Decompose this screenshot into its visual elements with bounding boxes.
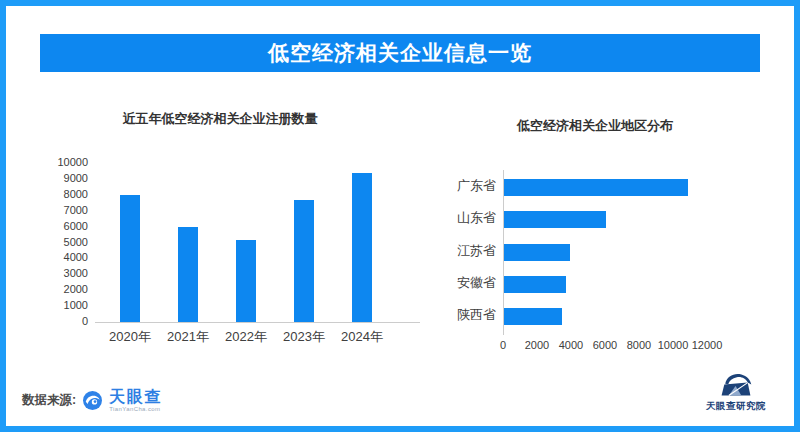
right-chart-category-label: 广东省 bbox=[434, 179, 496, 194]
right-chart-category-label: 江苏省 bbox=[434, 244, 496, 259]
left-chart-ytick-label: 1000 bbox=[34, 299, 88, 312]
left-chart-bar bbox=[120, 195, 140, 322]
left-chart-bar bbox=[236, 240, 256, 322]
left-chart-category-label: 2020年 bbox=[100, 330, 160, 345]
institute-logo: 天眼查研究院 bbox=[699, 372, 773, 413]
right-chart-bar bbox=[504, 179, 688, 196]
left-chart-ytick-label: 5000 bbox=[34, 236, 88, 249]
infographic-page: 低空经济相关企业信息一览 近五年低空经济相关企业注册数量 低空经济相关企业地区分… bbox=[0, 0, 800, 432]
right-chart-category-label: 山东省 bbox=[434, 211, 496, 226]
tianyancha-logo: 天眼查 TianYanCha.com bbox=[109, 389, 162, 412]
right-chart-bar bbox=[504, 211, 606, 228]
left-chart-category-label: 2021年 bbox=[158, 330, 218, 345]
tianyancha-logo-subtext: TianYanCha.com bbox=[109, 406, 162, 412]
data-source: 数据来源: 天眼查 TianYanCha.com bbox=[22, 389, 162, 412]
left-chart-ytick-label: 3000 bbox=[34, 267, 88, 280]
data-source-label: 数据来源: bbox=[22, 392, 76, 409]
institute-logo-icon bbox=[718, 372, 754, 399]
left-chart-bar bbox=[352, 173, 372, 322]
right-chart-bar bbox=[504, 276, 566, 293]
left-chart-category-label: 2022年 bbox=[216, 330, 276, 345]
tianyancha-logo-text: 天眼查 bbox=[109, 389, 162, 405]
left-chart-bar bbox=[294, 200, 314, 322]
right-chart-category-label: 陕西省 bbox=[434, 308, 496, 323]
institute-logo-text: 天眼查研究院 bbox=[706, 400, 766, 413]
tianyancha-logo-icon bbox=[83, 391, 102, 410]
right-chart-bar bbox=[504, 308, 562, 325]
left-chart-ytick-label: 2000 bbox=[34, 283, 88, 296]
right-chart-category-label: 安徽省 bbox=[434, 276, 496, 291]
left-chart-category-label: 2023年 bbox=[274, 330, 334, 345]
left-chart-x-axis-line bbox=[95, 322, 420, 323]
left-chart-ytick-label: 9000 bbox=[34, 172, 88, 185]
left-chart-ytick-label: 8000 bbox=[34, 188, 88, 201]
right-chart-xtick-label: 12000 bbox=[685, 339, 729, 352]
charts-layer: 0 1000 2000 3000 4000 5000 6000 7000 8000 9000 100… bbox=[0, 0, 800, 432]
left-chart-category-label: 2024年 bbox=[332, 330, 392, 345]
left-chart-ytick-label: 10000 bbox=[34, 156, 88, 169]
left-chart-ytick-label: 4000 bbox=[34, 251, 88, 264]
left-chart-ytick-label: 7000 bbox=[34, 204, 88, 217]
left-chart-ytick-label: 0 bbox=[34, 315, 88, 328]
left-chart-bar bbox=[178, 227, 198, 322]
left-chart-ytick-label: 6000 bbox=[34, 220, 88, 233]
right-chart-bar bbox=[504, 244, 570, 261]
